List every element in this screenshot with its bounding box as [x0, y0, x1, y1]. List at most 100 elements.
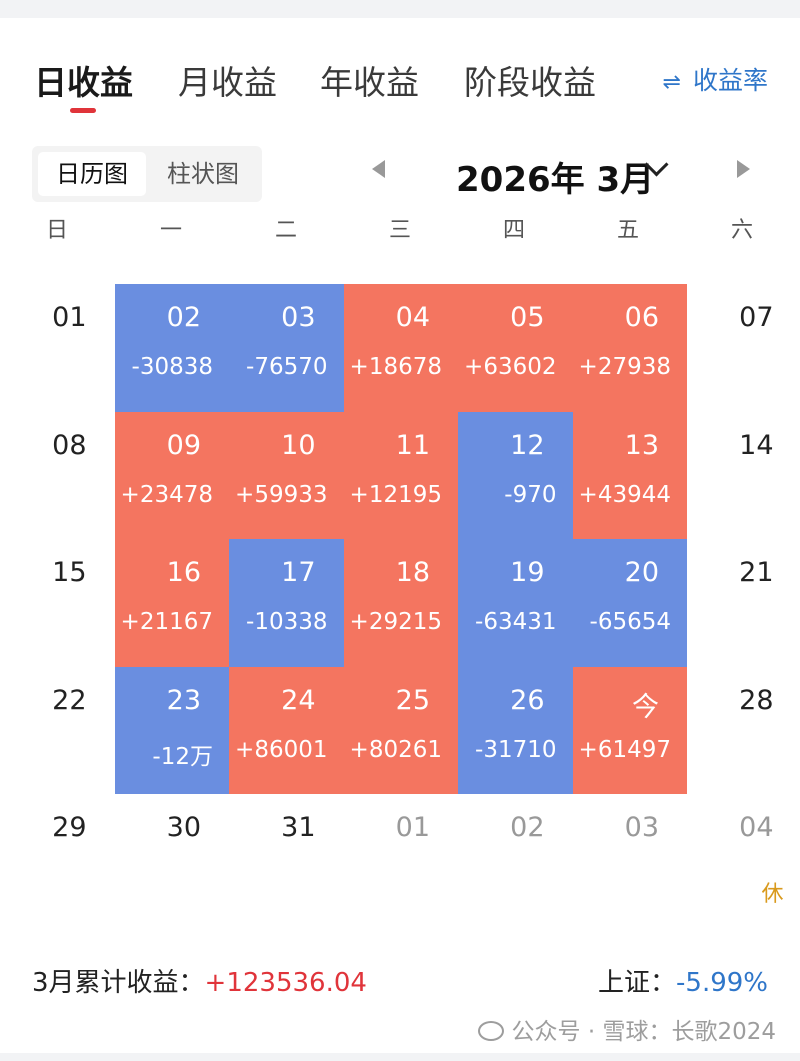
day-number: 14: [739, 429, 774, 461]
calendar-day-profit-cell[interactable]: 12 -970: [458, 411, 573, 539]
day-number: 15: [52, 557, 87, 588]
day-number: 08: [52, 429, 87, 461]
tab-yearly-profit[interactable]: 年收益: [320, 63, 419, 102]
calendar-day-profit-cell[interactable]: 09 +23478: [114, 411, 229, 539]
calendar-day-cell: 30: [115, 794, 230, 922]
day-number: 10: [281, 429, 316, 461]
day-profit-value: +12195: [349, 481, 442, 508]
calendar-day-cell: 01: [344, 794, 459, 922]
tab-bar: 日收益 月收益 年收益 阶段收益 ⇌ 收益率: [0, 18, 800, 138]
day-profit-value: +63602: [464, 354, 557, 380]
day-profit-value: -12万: [152, 743, 213, 770]
day-number: 09: [166, 429, 201, 461]
weekday-label: 六: [730, 218, 753, 243]
day-number: 06: [624, 302, 659, 333]
day-number: 16: [166, 557, 201, 588]
day-number: 今: [632, 691, 659, 723]
day-profit-value: -65654: [589, 609, 671, 635]
calendar-day-profit-cell[interactable]: 10 +59933: [229, 411, 344, 539]
day-number: 13: [624, 429, 659, 461]
calendar-day-profit-cell[interactable]: 02 -30838: [114, 284, 229, 412]
day-profit-value: +18678: [349, 354, 442, 380]
day-profit-value: +43944: [578, 481, 671, 508]
calendar-day-cell: 01: [0, 284, 115, 412]
calendar-day-profit-cell[interactable]: 20 -65654: [572, 539, 687, 667]
day-number: 04: [739, 812, 774, 843]
day-number: 30: [166, 812, 201, 843]
day-number: 01: [395, 812, 430, 843]
calendar-day-profit-cell[interactable]: 13 +43944: [572, 411, 687, 539]
calendar-day-profit-cell[interactable]: 26 -31710: [458, 666, 573, 794]
day-profit-value: +29215: [349, 609, 442, 635]
day-number: 05: [510, 302, 545, 333]
wechat-icon: [477, 1021, 504, 1041]
calendar-day-profit-cell[interactable]: 16 +21167: [114, 539, 229, 667]
weekday-label: 一: [159, 218, 182, 243]
next-month-icon[interactable]: [737, 160, 750, 178]
calendar-day-profit-cell[interactable]: 今 +61497: [572, 666, 687, 794]
calendar-day-cell: 28: [687, 667, 800, 795]
calendar-day-profit-cell[interactable]: 18 +29215: [343, 539, 458, 667]
previous-month-icon[interactable]: [372, 160, 385, 178]
day-number: 11: [395, 429, 430, 461]
calendar-day-profit-cell[interactable]: 06 +27938: [572, 284, 687, 412]
monthly-total-value: +123536.04: [204, 968, 367, 998]
swap-arrows-icon: ⇌: [662, 70, 681, 95]
weekday-label: 日: [45, 218, 68, 243]
day-number: 28: [739, 684, 774, 716]
day-number: 02: [510, 812, 545, 843]
day-profit-value: -31710: [475, 736, 557, 763]
day-number: 21: [739, 557, 774, 588]
day-profit-value: -10338: [246, 609, 328, 635]
day-number: 17: [281, 557, 316, 588]
calendar-day-cell: 14: [687, 412, 800, 540]
tab-monthly-profit[interactable]: 月收益: [178, 63, 277, 102]
calendar-view-button[interactable]: 日历图: [38, 152, 146, 196]
day-profit-value: +23478: [120, 481, 213, 508]
day-profit-value: +27938: [578, 354, 671, 380]
calendar-day-profit-cell[interactable]: 24 +86001: [229, 666, 344, 794]
calendar-day-cell: 08: [0, 412, 115, 540]
profit-rate-toggle[interactable]: ⇌ 收益率: [663, 61, 768, 97]
view-switch: 日历图 柱状图: [32, 146, 262, 202]
day-number: 25: [395, 684, 430, 716]
tab-daily-profit[interactable]: 日收益: [34, 63, 133, 102]
profit-rate-label: 收益率: [692, 66, 768, 95]
calendar-day-cell: 22: [0, 667, 115, 795]
calendar-day-profit-cell[interactable]: 05 +63602: [458, 284, 573, 412]
day-number: 03: [624, 812, 659, 843]
day-number: 26: [510, 684, 545, 716]
month-label[interactable]: 2026年 3月: [456, 160, 655, 200]
weekday-label: 五: [616, 218, 639, 243]
calendar-day-profit-cell[interactable]: 17 -10338: [229, 539, 344, 667]
day-profit-value: -30838: [131, 354, 213, 380]
calendar-day-profit-cell[interactable]: 19 -63431: [458, 539, 573, 667]
day-profit-value: +59933: [235, 481, 328, 508]
index-value: -5.99%: [676, 968, 768, 998]
day-number: 19: [510, 557, 545, 588]
monthly-total: 3月累计收益：+123536.04: [32, 962, 367, 999]
tab-period-profit[interactable]: 阶段收益: [464, 63, 596, 102]
day-number: 18: [395, 557, 430, 588]
day-number: 22: [52, 684, 87, 716]
calendar-day-profit-cell[interactable]: 04 +18678: [343, 284, 458, 412]
watermark-text: 公众号 · 雪球：长歌2024: [511, 1019, 776, 1045]
calendar-day-cell: 04 休: [687, 794, 800, 922]
day-number: 23: [166, 684, 201, 716]
day-profit-value: -63431: [475, 609, 557, 635]
calendar-day-cell: 03: [573, 794, 688, 922]
calendar-day-profit-cell[interactable]: 25 +80261: [343, 666, 458, 794]
calendar-day-profit-cell[interactable]: 23 -12万: [114, 666, 229, 794]
calendar-day-cell: 07: [687, 284, 800, 412]
watermark: 公众号 · 雪球：长歌2024: [477, 1012, 776, 1046]
bar-chart-view-button[interactable]: 柱状图: [167, 160, 239, 188]
day-number: 29: [52, 812, 87, 843]
calendar-day-cell: 02: [458, 794, 573, 922]
active-tab-indicator: [70, 108, 96, 113]
day-number: 20: [624, 557, 659, 588]
day-number: 04: [395, 302, 430, 333]
day-profit-value: +86001: [235, 736, 328, 763]
calendar-day-profit-cell[interactable]: 11 +12195: [343, 411, 458, 539]
calendar-day-profit-cell[interactable]: 03 -76570: [229, 284, 344, 412]
